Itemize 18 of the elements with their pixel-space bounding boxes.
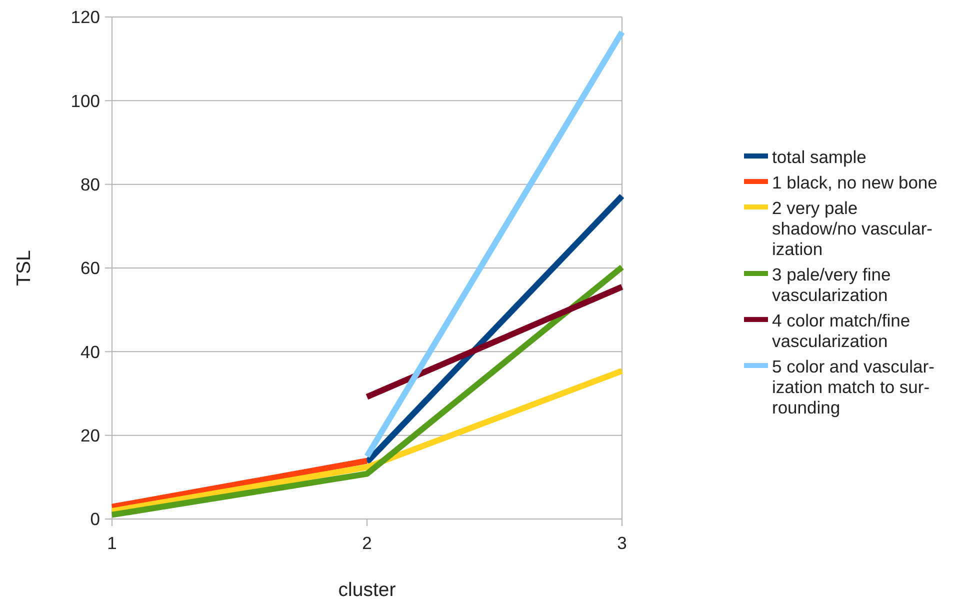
x-tick-label: 3 <box>617 533 627 553</box>
y-tick-label: 20 <box>80 425 100 446</box>
x-tick-label: 2 <box>362 533 372 553</box>
legend-label: 1 black, no new bone <box>772 172 938 192</box>
y-tick-label: 0 <box>90 509 100 530</box>
legend-label: 5 color and vascular- ization match to sur- rounding <box>772 356 935 418</box>
y-tick-label: 60 <box>80 258 100 278</box>
legend-label: 4 color match/fine vascularization <box>772 310 910 351</box>
y-axis-title: TSL <box>13 250 35 286</box>
legend-label: total sample <box>772 147 866 167</box>
legend-label: 2 very pale shadow/no vascular- ization <box>772 198 933 259</box>
x-axis-title: cluster <box>338 579 396 599</box>
x-tick-label: 1 <box>107 533 117 553</box>
y-tick-label: 100 <box>70 90 100 111</box>
y-tick-label: 120 <box>70 7 100 28</box>
legend-label: 3 pale/very fine vascularization <box>772 264 891 305</box>
y-tick-label: 80 <box>80 174 100 194</box>
y-tick-label: 40 <box>80 342 100 362</box>
